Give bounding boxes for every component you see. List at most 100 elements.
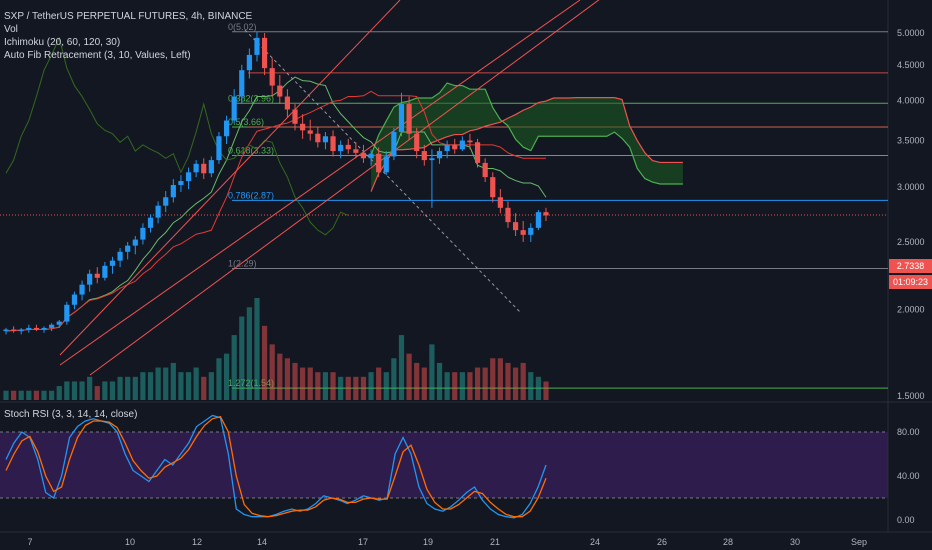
time-axis[interactable]: 7 10 12 14 17 19 21 24 26 28 30 Sep [27,537,867,547]
candle-body [155,205,161,218]
candle-body [338,144,344,152]
trend-line [59,0,581,366]
candle-body [535,212,541,228]
candle-body [269,68,275,86]
stoch-tick-label: 80.00 [897,427,920,437]
symbol-title[interactable]: SXP / TetherUS PERPETUAL FUTURES, 4h, BI… [4,11,253,22]
price-pane[interactable]: 1.5000 2.0000 2.5000 3.0000 3.5000 4.0000 4.50… [0,0,932,533]
volume-bar [87,376,93,400]
candle-body [64,304,70,322]
price-tick-label: 4.5000 [897,60,925,70]
volume-bar [497,358,503,400]
candle-body [208,160,214,174]
volume-bar [315,372,321,400]
candle-body [147,217,154,228]
volume-bar [223,353,230,400]
volume-bar [185,372,192,400]
candle-body [406,104,412,134]
candle-body [102,265,108,278]
volume-bar [391,358,397,400]
candle-body [353,149,359,153]
candle-body [26,327,32,330]
fib-level-label: 0(5.02) [228,22,257,32]
volume-bar [300,367,306,400]
ichimoku-span-a [370,82,683,185]
candle-body [414,133,420,152]
price-tick-label: 5.0000 [897,28,925,38]
volume-bar [360,376,367,400]
volume-bar [49,390,55,400]
volume-bar [109,381,116,400]
candle-body [223,120,230,137]
stoch-rsi-label[interactable]: Stoch RSI (3, 3, 14, 14, close) [4,409,138,420]
candle-body [49,324,55,328]
volume-bar [307,367,313,400]
candle-body [11,329,17,332]
volume-bar [383,372,389,400]
fib-level-label: 0.5(3.66) [228,117,264,127]
candle-body [490,177,496,198]
candle-body [307,130,313,134]
volume-bar [277,353,283,400]
candle-body [467,140,473,143]
ichimoku-indicator-label[interactable]: Ichimoku (20, 60, 120, 30) [4,37,121,48]
fib-level-label: 0.618(3.33) [228,146,274,156]
candle-body [231,96,237,121]
volume-bar [170,362,176,400]
volume-bar [436,362,443,400]
candle-body [391,132,397,157]
stoch-legend: Stoch RSI (3, 3, 14, 14, close) [4,408,137,421]
fib-indicator-label[interactable]: Auto Fib Retracement (3, 10, Values, Lef… [4,50,191,61]
candle-body [444,144,450,152]
candle-body [201,163,207,174]
time-tick-label: 17 [358,537,368,547]
fib-level-label: 1(2.29) [228,258,257,268]
volume-bar [193,367,199,400]
price-tick-label: 3.0000 [897,182,925,192]
last-price-tag: 2.7338 [889,259,932,273]
candle-body [345,144,351,150]
volume-bar [26,390,32,400]
volume-bar [512,367,519,400]
candle-body [41,327,47,330]
volume-bar [284,358,291,400]
ichimoku-lagging-span [5,36,349,236]
candle-body [452,144,458,150]
volume-bar [543,381,549,400]
volume-bar [452,372,458,400]
volume-bar [208,372,214,400]
volume-bar [33,390,40,400]
price-tick-label: 2.0000 [897,304,925,314]
candle-body [246,54,252,71]
volume-indicator-label[interactable]: Vol [4,24,18,35]
candle-body [520,230,526,235]
candle-body [474,142,481,163]
volume-bar [41,390,47,400]
volume-bar [528,372,534,400]
volume-bar [406,353,412,400]
candle-body [421,151,427,161]
volume-bar [490,358,496,400]
candle-body [482,162,488,178]
candle-body [254,37,260,55]
candle-body [277,85,283,97]
volume-bar [11,390,17,400]
candle-body [497,197,503,208]
candle-body [132,239,138,246]
main-legend: SXP / TetherUS PERPETUAL FUTURES, 4h, BI… [4,10,252,62]
candle-body [368,153,374,159]
fib-level-label: 0.382(3.96) [228,93,274,103]
volume-bar [345,376,351,400]
countdown-tag: 01:09:23 [889,275,932,289]
volume-bar [231,335,237,400]
stoch-rsi-pane[interactable]: 0.00 40.00 80.00 [0,414,920,526]
volume-bar [216,358,222,400]
price-tick-label: 2.5000 [897,237,925,247]
volume-bar [444,372,450,400]
candle-body [170,185,176,198]
candle-body [300,123,306,131]
stoch-tick-label: 0.00 [897,515,915,525]
volume-bar [459,372,465,400]
volume-bar [353,376,359,400]
